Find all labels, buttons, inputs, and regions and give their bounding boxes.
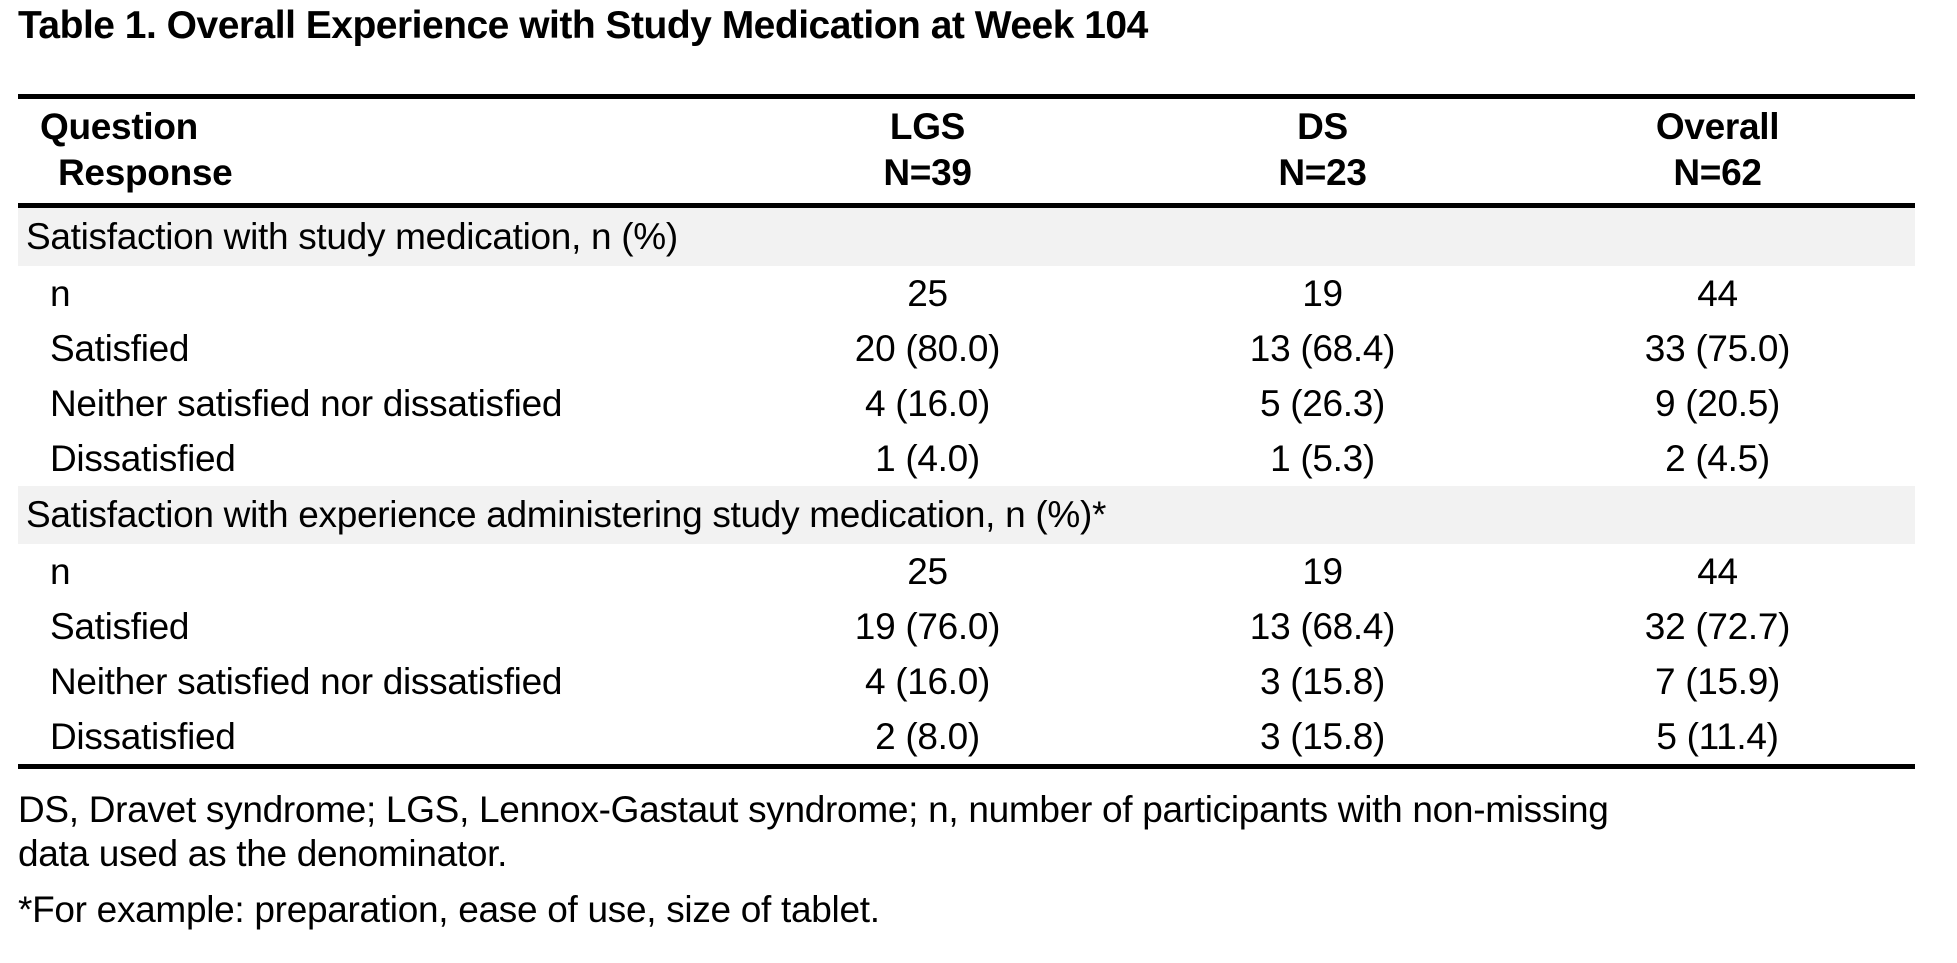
row-label: Neither satisfied nor dissatisfied [50, 382, 563, 424]
header-ds-n: N=23 [1278, 152, 1367, 193]
row-label: n [50, 550, 71, 592]
table-header-row: Question Response LGS N=39 DS N=23 Overa… [18, 99, 1915, 208]
cell-lgs: 1 (4.0) [875, 437, 980, 479]
table-row: Neither satisfied nor dissatisfied 4 (16… [18, 376, 1915, 431]
table-footnotes: DS, Dravet syndrome; LGS, Lennox-Gastaut… [18, 788, 1609, 932]
cell-ds: 3 (15.8) [1259, 660, 1386, 702]
cell-ds: 19 [1302, 272, 1343, 314]
cell-overall: 2 (4.5) [1665, 437, 1770, 479]
table-row: Dissatisfied 1 (4.0) 1 (5.3) 2 (4.5) [18, 431, 1915, 486]
table-title: Table 1. Overall Experience with Study M… [18, 4, 1148, 47]
cell-lgs: 20 (80.0) [854, 327, 1001, 369]
cell-ds: 13 (68.4) [1249, 327, 1396, 369]
cell-lgs: 25 [907, 550, 948, 592]
header-question-label: Question [40, 106, 198, 147]
cell-overall: 44 [1697, 550, 1738, 592]
cell-overall: 9 (20.5) [1654, 382, 1781, 424]
results-table: Question Response LGS N=39 DS N=23 Overa… [18, 94, 1915, 769]
cell-ds: 19 [1302, 550, 1343, 592]
row-label: Satisfied [50, 605, 190, 647]
cell-lgs: 19 (76.0) [854, 605, 1001, 647]
section-heading-satisfaction-medication: Satisfaction with study medication, n (%… [18, 208, 1915, 266]
cell-overall: 33 (75.0) [1644, 327, 1791, 369]
cell-lgs: 2 (8.0) [875, 715, 980, 757]
cell-ds: 3 (15.8) [1259, 715, 1386, 757]
header-col-ds: DS N=23 [1125, 104, 1520, 196]
asterisk-footnote: *For example: preparation, ease of use, … [18, 889, 880, 930]
header-overall-label: Overall [1655, 106, 1780, 147]
row-label: Neither satisfied nor dissatisfied [50, 660, 563, 702]
cell-overall: 32 (72.7) [1644, 605, 1791, 647]
cell-ds: 13 (68.4) [1249, 605, 1396, 647]
cell-lgs: 4 (16.0) [864, 382, 991, 424]
cell-ds: 5 (26.3) [1259, 382, 1386, 424]
table-row: Neither satisfied nor dissatisfied 4 (16… [18, 654, 1915, 709]
table-row: n 25 19 44 [18, 266, 1915, 321]
cell-lgs: 4 (16.0) [864, 660, 991, 702]
row-label: n [50, 272, 71, 314]
cell-overall: 44 [1697, 272, 1738, 314]
header-question-response: Question Response [18, 104, 730, 196]
header-lgs-label: LGS [889, 106, 966, 147]
header-ds-label: DS [1297, 106, 1348, 147]
header-col-lgs: LGS N=39 [730, 104, 1125, 196]
row-label: Dissatisfied [50, 437, 236, 479]
table-row: Satisfied 20 (80.0) 13 (68.4) 33 (75.0) [18, 321, 1915, 376]
cell-ds: 1 (5.3) [1270, 437, 1375, 479]
header-overall-n: N=62 [1673, 152, 1762, 193]
cell-overall: 7 (15.9) [1654, 660, 1781, 702]
cell-lgs: 25 [907, 272, 948, 314]
abbreviations-note-line2: data used as the denominator. [18, 833, 508, 874]
cell-overall: 5 (11.4) [1656, 715, 1779, 757]
header-response-label: Response [58, 152, 233, 193]
header-lgs-n: N=39 [883, 152, 972, 193]
abbreviations-note-line1: DS, Dravet syndrome; LGS, Lennox-Gastaut… [18, 789, 1609, 830]
table-row: Satisfied 19 (76.0) 13 (68.4) 32 (72.7) [18, 599, 1915, 654]
section-heading-satisfaction-administering: Satisfaction with experience administeri… [18, 486, 1915, 544]
header-col-overall: Overall N=62 [1520, 104, 1915, 196]
row-label: Dissatisfied [50, 715, 236, 757]
row-label: Satisfied [50, 327, 190, 369]
table-row: Dissatisfied 2 (8.0) 3 (15.8) 5 (11.4) [18, 709, 1915, 769]
table-row: n 25 19 44 [18, 544, 1915, 599]
